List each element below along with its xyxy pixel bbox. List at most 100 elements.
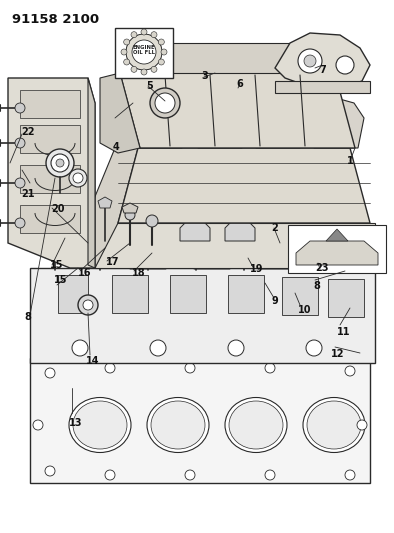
Circle shape (336, 237, 344, 245)
Text: 8: 8 (313, 281, 320, 290)
Circle shape (150, 88, 180, 118)
Text: 15: 15 (50, 261, 64, 270)
Polygon shape (322, 251, 358, 269)
Circle shape (131, 31, 137, 38)
Circle shape (132, 40, 156, 64)
Ellipse shape (73, 401, 127, 449)
Ellipse shape (151, 401, 205, 449)
Circle shape (105, 470, 115, 480)
Text: 17: 17 (106, 257, 119, 267)
Polygon shape (180, 221, 210, 241)
Ellipse shape (69, 398, 131, 453)
Text: 6: 6 (236, 79, 243, 89)
Circle shape (345, 366, 355, 376)
Polygon shape (98, 197, 112, 208)
Text: 14: 14 (86, 357, 99, 366)
Polygon shape (112, 275, 148, 313)
Text: 10: 10 (297, 305, 311, 315)
Polygon shape (8, 78, 95, 268)
Text: 4: 4 (112, 142, 119, 152)
Circle shape (141, 29, 147, 35)
Polygon shape (120, 73, 355, 148)
Polygon shape (20, 90, 80, 118)
Polygon shape (194, 251, 230, 269)
Polygon shape (20, 205, 80, 233)
Circle shape (15, 138, 25, 148)
Polygon shape (95, 223, 375, 268)
Text: 2: 2 (271, 223, 278, 233)
Circle shape (72, 340, 88, 356)
Circle shape (15, 178, 25, 188)
Polygon shape (130, 251, 166, 269)
Circle shape (288, 237, 296, 245)
Text: 5: 5 (146, 82, 152, 91)
Circle shape (51, 154, 69, 172)
Circle shape (158, 39, 164, 45)
Circle shape (240, 237, 248, 245)
Circle shape (185, 363, 195, 373)
Polygon shape (228, 275, 264, 313)
Polygon shape (118, 148, 370, 223)
FancyBboxPatch shape (288, 225, 386, 273)
Polygon shape (122, 203, 138, 213)
Polygon shape (326, 229, 348, 241)
Polygon shape (192, 98, 248, 148)
Text: 3: 3 (201, 71, 208, 80)
Ellipse shape (225, 398, 287, 453)
Circle shape (69, 169, 87, 187)
Text: 12: 12 (331, 349, 344, 359)
Circle shape (51, 237, 59, 245)
Circle shape (144, 237, 152, 245)
Circle shape (121, 49, 127, 55)
Polygon shape (132, 98, 188, 148)
Circle shape (146, 215, 158, 227)
Text: ENGINE
OIL FLL: ENGINE OIL FLL (133, 45, 155, 55)
Text: 8: 8 (24, 312, 31, 321)
FancyBboxPatch shape (115, 28, 173, 78)
Circle shape (366, 237, 374, 245)
Polygon shape (328, 279, 364, 317)
Circle shape (15, 218, 25, 228)
Circle shape (336, 56, 354, 74)
Ellipse shape (147, 398, 209, 453)
Circle shape (151, 66, 157, 72)
Polygon shape (282, 277, 318, 315)
Circle shape (125, 210, 135, 220)
Circle shape (124, 39, 130, 45)
Circle shape (141, 69, 147, 75)
Polygon shape (80, 148, 138, 268)
Polygon shape (170, 275, 206, 313)
Circle shape (304, 55, 316, 67)
Polygon shape (275, 81, 370, 93)
Polygon shape (275, 33, 370, 88)
Text: 11: 11 (337, 327, 350, 336)
Text: 13: 13 (69, 418, 82, 428)
Circle shape (126, 34, 162, 70)
Text: 23: 23 (315, 263, 329, 272)
Polygon shape (20, 165, 80, 193)
Text: 19: 19 (250, 264, 264, 273)
Polygon shape (308, 98, 364, 148)
Text: 9: 9 (271, 296, 278, 305)
Circle shape (357, 420, 367, 430)
Circle shape (131, 66, 137, 72)
Circle shape (228, 340, 244, 356)
Text: 1: 1 (347, 156, 353, 166)
Polygon shape (225, 221, 255, 241)
Text: 20: 20 (51, 204, 65, 214)
Polygon shape (20, 125, 80, 153)
Circle shape (45, 368, 55, 378)
Circle shape (150, 340, 166, 356)
Circle shape (45, 466, 55, 476)
Text: 91158 2100: 91158 2100 (12, 13, 99, 26)
Circle shape (33, 420, 43, 430)
Circle shape (345, 470, 355, 480)
Text: 18: 18 (132, 268, 146, 278)
Text: 16: 16 (78, 268, 91, 278)
Text: 7: 7 (319, 66, 326, 75)
Polygon shape (88, 78, 95, 268)
Circle shape (161, 49, 167, 55)
Circle shape (185, 470, 195, 480)
Text: 15: 15 (54, 276, 68, 285)
Circle shape (158, 59, 164, 65)
